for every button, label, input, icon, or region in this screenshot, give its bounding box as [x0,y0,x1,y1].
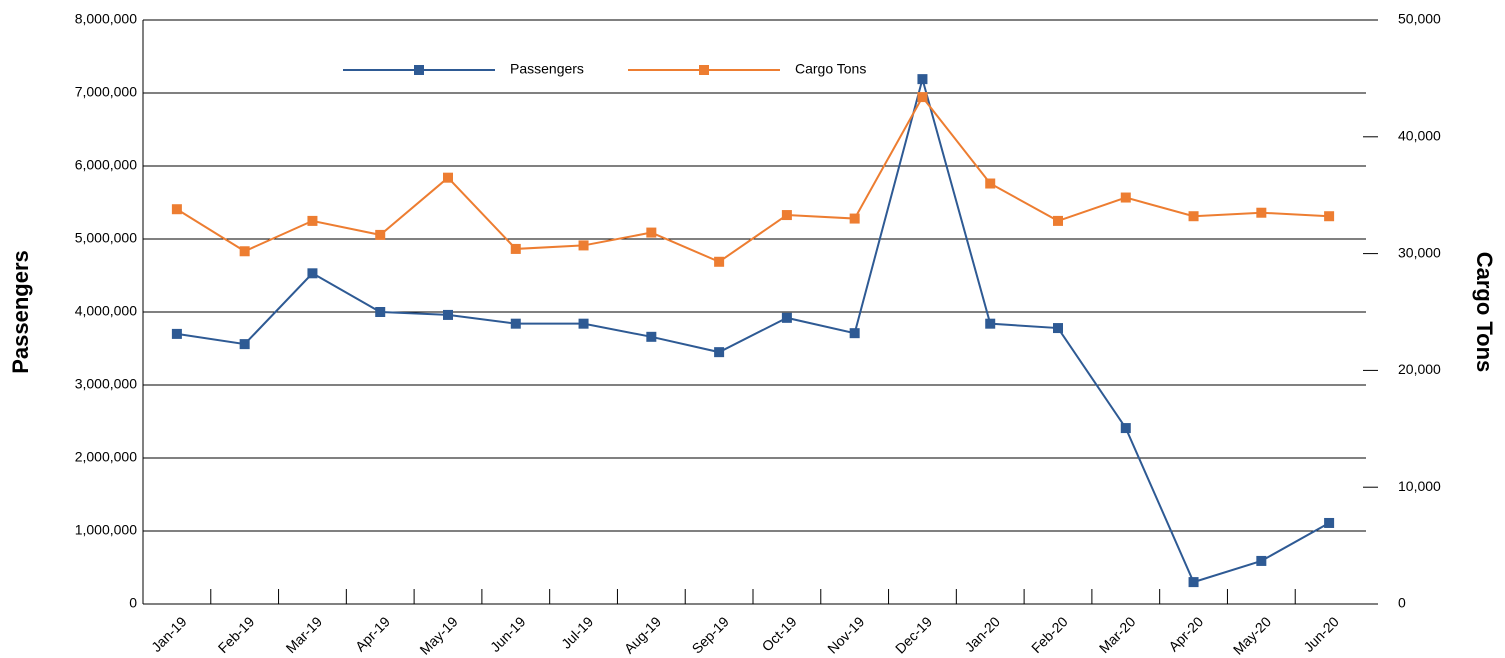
y-tick-label: 0 [129,595,137,611]
marker [849,213,860,224]
marker [646,227,657,238]
marker [1053,323,1063,334]
marker [781,210,792,221]
series-line [176,75,1330,584]
marker [1256,555,1267,566]
marker [171,204,182,215]
y-tick-label: 1,000,000 [75,522,137,538]
x-tick-label: Feb-20 [1028,613,1071,656]
marker [307,268,318,279]
marker [171,328,182,339]
y-axis-title: Passengers [8,250,33,374]
x-tick-label: Sep-19 [689,613,732,656]
y2-tick-label: 40,000 [1398,128,1441,144]
x-tick-label: Apr-19 [352,613,393,654]
y2-axis-title: Cargo Tons [1472,252,1497,373]
marker [510,318,521,329]
x-tick-label: Mar-19 [283,613,326,656]
y2-tick-label: 10,000 [1398,478,1441,494]
y-tick-label: 2,000,000 [75,449,137,465]
y2-tick-label: 0 [1398,595,1406,611]
legend-marker [414,65,424,75]
x-tick-label: Apr-20 [1165,613,1206,654]
y2-tick-label: 30,000 [1398,244,1441,260]
marker [375,229,386,240]
y-tick-label: 5,000,000 [75,230,137,246]
marker [985,318,996,329]
x-tick-label: Nov-19 [824,613,867,656]
y-tick-label: 8,000,000 [75,11,137,27]
marker [510,243,521,254]
marker [714,256,725,267]
x-tick-label: Jul-19 [558,613,596,651]
marker [1324,211,1335,222]
marker [443,309,453,320]
marker [1120,192,1131,203]
marker [1053,215,1063,226]
y2-tick-label: 20,000 [1398,361,1441,377]
marker [1120,423,1131,434]
y-tick-label: 4,000,000 [75,303,137,319]
x-tick-label: Mar-20 [1096,613,1139,656]
legend-marker [699,65,709,75]
x-tick-label: May-19 [416,613,460,657]
x-tick-label: Jun-20 [1300,613,1342,655]
x-tick-label: Dec-19 [892,613,935,656]
x-tick-label: May-20 [1230,613,1274,657]
y-tick-label: 6,000,000 [75,157,137,173]
marker [781,312,792,323]
marker [239,339,250,350]
marker [917,74,928,85]
y-tick-label: 7,000,000 [75,84,137,100]
marker [307,215,318,226]
marker [917,92,928,103]
marker [375,307,386,317]
x-tick-label: Aug-19 [621,613,664,656]
marker [443,172,453,183]
marker [578,318,589,329]
y2-tick-label: 50,000 [1398,11,1441,27]
marker [985,178,996,189]
marker [1188,211,1199,222]
series-line [176,95,1330,263]
marker [239,246,250,257]
x-tick-label: Jan-20 [961,613,1003,655]
legend-label: Cargo Tons [795,61,866,77]
x-tick-label: Jan-19 [148,613,190,655]
marker [1324,517,1335,528]
marker [646,331,657,342]
marker [578,240,589,251]
x-tick-label: Jun-19 [487,613,529,655]
marker [1188,577,1199,588]
marker [849,328,860,339]
x-tick-label: Oct-19 [759,613,800,654]
x-tick-label: Feb-19 [215,613,258,656]
y-tick-label: 3,000,000 [75,376,137,392]
marker [1256,207,1267,218]
legend-label: Passengers [510,61,584,77]
marker [714,347,725,358]
